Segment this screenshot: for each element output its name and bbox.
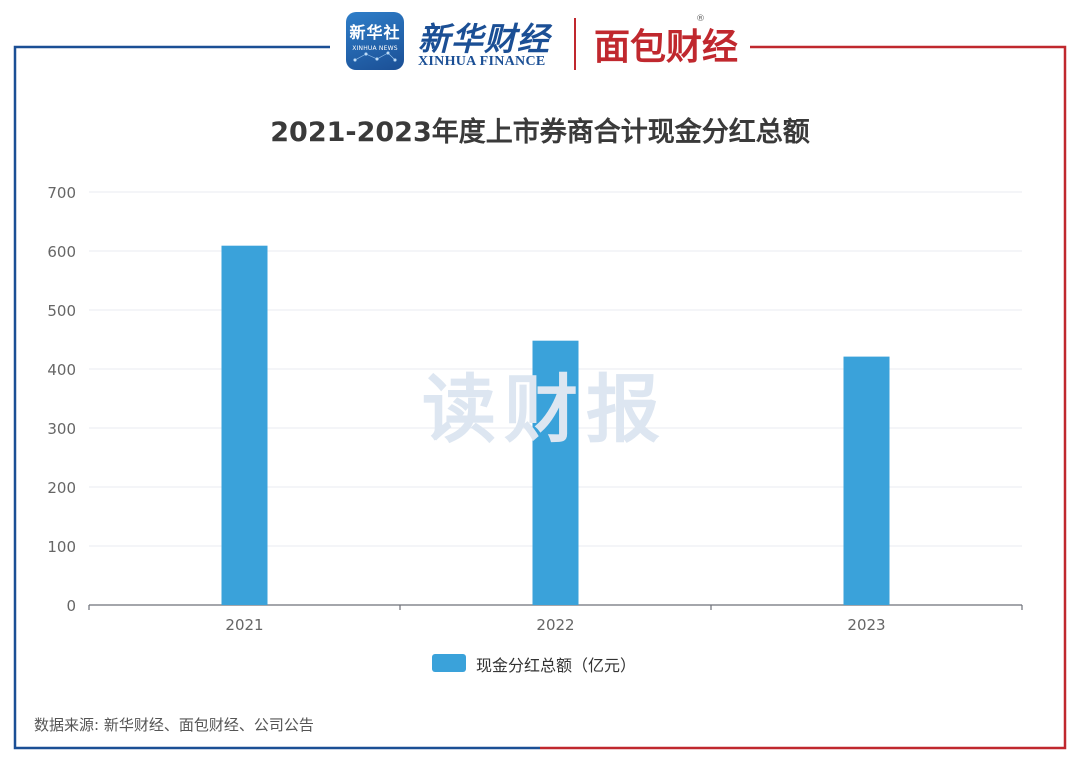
logo-divider [574, 18, 576, 70]
bar-2021[interactable] [221, 245, 268, 605]
x-tick-label: 2023 [847, 616, 885, 634]
y-tick-label: 700 [47, 184, 76, 202]
y-tick-label: 300 [47, 420, 76, 438]
xinhua-finance-en-logo: XINHUA FINANCE [418, 54, 546, 69]
header-logos: 新华社 XINHUA NEWS 新华财经 XINHUA FINANCE 面包财经… [330, 8, 750, 78]
legend-label: 现金分红总额（亿元） [476, 656, 637, 675]
x-tick-label: 2021 [225, 616, 263, 634]
y-tick-label: 400 [47, 361, 76, 379]
y-tick-label: 200 [47, 479, 76, 497]
watermark: 读财报 [422, 367, 668, 453]
legend-swatch [432, 654, 466, 672]
chart-title: 2021-2023年度上市券商合计现金分红总额 [270, 117, 810, 148]
bar-2022[interactable] [532, 340, 579, 605]
mianbao-caijing-logo: 面包财经 [594, 27, 739, 68]
y-tick-label: 500 [47, 302, 76, 320]
registered-mark: ® [696, 14, 705, 24]
x-tick-label: 2022 [536, 616, 574, 634]
bar-2023[interactable] [843, 356, 890, 605]
data-source-note: 数据来源: 新华财经、面包财经、公司公告 [34, 716, 314, 734]
network-dots-icon [353, 51, 397, 62]
xinhua-badge-sub: XINHUA NEWS [352, 45, 398, 52]
xinhua-news-logo: 新华社 XINHUA NEWS [346, 12, 404, 70]
y-tick-label: 100 [47, 538, 76, 556]
xinhua-badge-title: 新华社 [349, 23, 401, 42]
y-tick-label: 600 [47, 243, 76, 261]
xinhua-finance-cn-logo: 新华财经 [418, 20, 551, 58]
y-tick-label: 0 [66, 597, 76, 615]
